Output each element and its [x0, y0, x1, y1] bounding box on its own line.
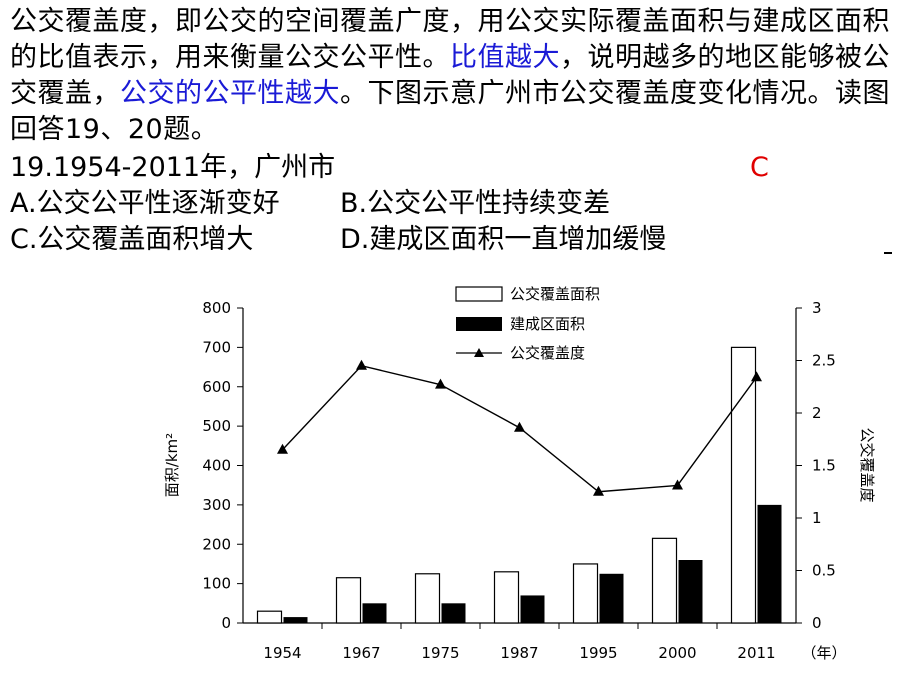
legend-swatch-built-area [456, 317, 502, 331]
option-d[interactable]: D.建成区面积一直增加缓慢 [340, 224, 667, 255]
bus-coverage-chart: 面积/km² 公交覆盖度 （年） 公交覆盖面积 建成区面积 公交覆盖度 0100… [163, 285, 876, 662]
legend-swatch-coverage-area [455, 286, 503, 302]
coverage-ratio-point-1967 [356, 359, 367, 370]
x-tick-label: 2000 [658, 644, 696, 662]
bar-built-area-2011 [757, 504, 782, 623]
y2-tick-label: 0.5 [812, 562, 836, 580]
bar-coverage-area-1967 [335, 577, 362, 624]
option-c[interactable]: C.公交覆盖面积增大 [10, 224, 254, 255]
legend-marker-coverage-ratio [474, 348, 484, 357]
answer-mark: C [750, 152, 769, 183]
x-axis-unit: （年） [801, 644, 846, 662]
y2-tick-label: 1.5 [812, 457, 836, 475]
bar-coverage-area-2011 [730, 346, 757, 624]
stray-mark [884, 252, 892, 254]
bar-coverage-area-2000 [651, 537, 678, 624]
bar-built-area-2000 [678, 560, 703, 623]
y-tick-label: 700 [202, 338, 231, 356]
bar-built-area-1954 [283, 617, 308, 623]
x-tick-label: 1967 [342, 644, 380, 662]
coverage-ratio-point-1987 [514, 421, 525, 432]
bar-built-area-1967 [362, 603, 387, 623]
x-tick-label: 1975 [421, 644, 459, 662]
y2-tick-label: 3 [812, 299, 822, 317]
x-tick-label: 1987 [500, 644, 538, 662]
bar-built-area-1975 [441, 603, 466, 623]
y-tick-label: 600 [202, 378, 231, 396]
legend-label-built-area: 建成区面积 [510, 315, 585, 333]
bar-coverage-area-1954 [256, 610, 283, 624]
y2-tick-label: 2.5 [812, 352, 836, 370]
y-tick-label: 800 [202, 299, 231, 317]
y2-tick-label: 1 [812, 509, 822, 527]
bar-coverage-area-1975 [414, 573, 441, 624]
passage-text-3: 。下图示意广州市公交覆盖度变化情况。读图回答19、20题。 [10, 78, 890, 145]
option-b[interactable]: B.公交公平性持续变差 [340, 188, 611, 219]
bar-coverage-area-1995 [572, 563, 599, 624]
y-tick-label: 500 [202, 417, 231, 435]
y-axis-title: 面积/km² [163, 433, 181, 497]
passage-highlight-fairness: 公交的公平性越大 [120, 78, 340, 109]
coverage-ratio-point-2000 [672, 479, 683, 490]
coverage-ratio-point-1995 [593, 485, 604, 496]
x-tick-label: 2011 [737, 644, 775, 662]
y-tick-label: 200 [202, 535, 231, 553]
bar-built-area-1995 [599, 573, 624, 623]
option-a[interactable]: A.公交公平性逐渐变好 [10, 188, 280, 219]
bar-built-area-1987 [520, 595, 545, 623]
passage-highlight-ratio: 比值越大 [450, 42, 560, 73]
coverage-ratio-point-2011 [751, 371, 762, 382]
chart-legend: 公交覆盖面积 建成区面积 公交覆盖度 [455, 285, 600, 362]
passage-text-2: ，说明越多的地区能够被公交覆盖， [10, 42, 890, 109]
bar-coverage-area-1987 [493, 571, 520, 624]
question-passage: 公交覆盖度，即公交的空间覆盖广度，用公交实际覆盖面积与建成区面积的比值表示，用来… [10, 4, 895, 148]
passage-text-1: 公交覆盖度，即公交的空间覆盖广度，用公交实际覆盖面积与建成区面积的比值表示，用来… [10, 6, 890, 73]
coverage-ratio-point-1954 [277, 443, 288, 454]
coverage-ratio-point-1975 [435, 378, 446, 389]
y-tick-label: 300 [202, 496, 231, 514]
y-tick-label: 100 [202, 575, 231, 593]
legend-label-coverage-ratio: 公交覆盖度 [510, 344, 585, 362]
x-tick-label: 1995 [579, 644, 617, 662]
x-tick-label: 1954 [263, 644, 301, 662]
y-tick-label: 400 [202, 457, 231, 475]
y-tick-label: 0 [221, 614, 231, 632]
legend-label-coverage-area: 公交覆盖面积 [510, 285, 600, 303]
y2-axis-title: 公交覆盖度 [858, 427, 876, 502]
question-stem: 19.1954-2011年，广州市 [10, 152, 336, 183]
y2-tick-label: 0 [812, 614, 822, 632]
y2-tick-label: 2 [812, 404, 822, 422]
